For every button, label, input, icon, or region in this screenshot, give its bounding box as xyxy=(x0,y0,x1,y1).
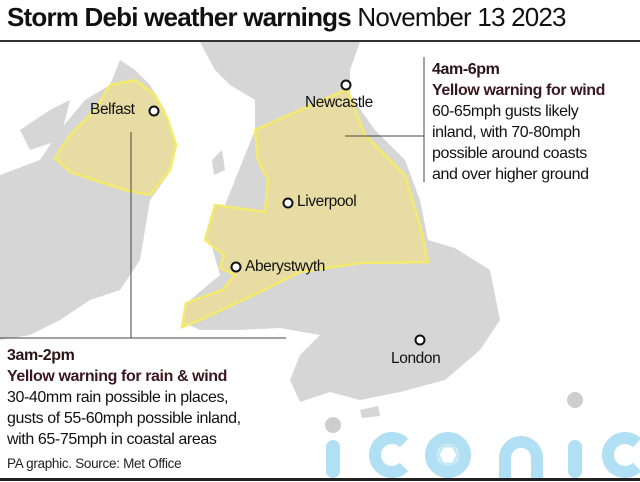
warning-heading: Yellow warning for rain & wind xyxy=(7,368,228,385)
land-isle-of-wight xyxy=(360,406,380,418)
warning-detail-line: 60-65mph gusts likely xyxy=(432,103,579,120)
title-bold: Storm Debi weather warnings xyxy=(7,2,352,32)
warning-time: 4am-6pm xyxy=(432,61,500,78)
title-divider xyxy=(0,40,640,42)
source-credit: PA graphic. Source: Met Office xyxy=(7,456,182,471)
warning-area-northern-ireland xyxy=(53,78,178,197)
warning-detail-line: 30-40mm rain possible in places, xyxy=(7,389,229,406)
city-label-newcastle: Newcastle xyxy=(305,94,373,111)
warning-area-england-wales xyxy=(180,87,430,329)
land-ireland-nw xyxy=(20,100,70,150)
city-marker-liverpool xyxy=(282,197,294,209)
iconic-watermark-logo xyxy=(325,392,640,478)
warning-heading: Yellow warning for wind xyxy=(432,82,606,99)
page-title: Storm Debi weather warnings November 13 … xyxy=(7,2,567,33)
city-label-belfast: Belfast xyxy=(90,101,135,118)
city-label-liverpool: Liverpool xyxy=(297,193,357,210)
warning-detail-line: and over higher ground xyxy=(432,166,589,183)
city-marker-aberystwyth xyxy=(230,261,242,273)
warning-detail-line: possible around coasts xyxy=(432,145,587,162)
city-marker-belfast xyxy=(148,105,160,117)
land-isle-of-man xyxy=(212,150,225,175)
city-label-aberystwyth: Aberystwyth xyxy=(245,258,326,275)
warning-detail-line: with 65-75mph in coastal areas xyxy=(7,431,217,448)
warning-detail-line: inland, with 70-80mph xyxy=(432,124,581,141)
warning-note-northern-ireland: 3am-2pm Yellow warning for rain & wind 3… xyxy=(7,345,241,450)
warning-note-england: 4am-6pm Yellow warning for wind 60-65mph… xyxy=(432,59,605,185)
city-label-london: London xyxy=(391,350,441,367)
city-marker-london xyxy=(414,334,426,346)
warning-time: 3am-2pm xyxy=(7,347,75,364)
warning-detail-line: gusts of 55-60mph possible inland, xyxy=(7,410,241,427)
title-date: November 13 2023 xyxy=(357,2,566,32)
bottom-divider xyxy=(0,478,640,481)
city-marker-newcastle xyxy=(340,79,352,91)
